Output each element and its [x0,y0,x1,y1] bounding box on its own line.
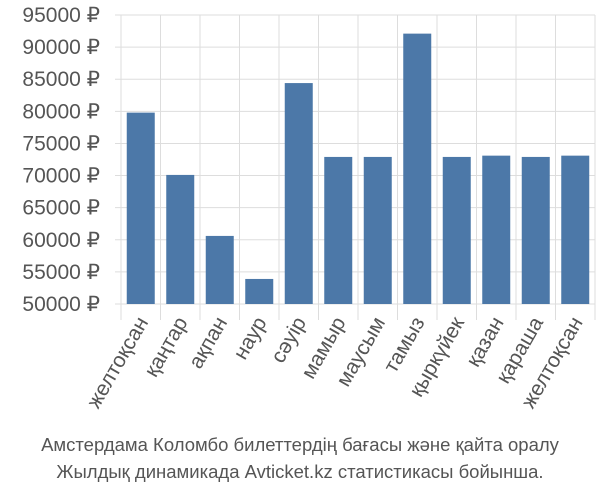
x-axis-ticks: желтоқсанқаңтарақпаннаурсәуірмамырмаусым… [83,312,588,412]
bar [403,33,432,304]
x-tick-label: наур [229,313,271,363]
y-axis-ticks: 50000 ₽ 55000 ₽ 60000 ₽ 65000 ₽ 70000 ₽ 75000… [22,4,100,316]
y-tick-label: 80000 ₽ [22,100,100,123]
bar [284,83,313,304]
y-tick-label: 90000 ₽ [22,36,100,59]
bar-chart: 50000 ₽ 55000 ₽ 60000 ₽ 65000 ₽ 70000 ₽ 75000… [22,4,596,412]
y-tick-label: 65000 ₽ [22,197,100,220]
bar [482,155,511,304]
bar [205,235,234,304]
bar [442,156,471,304]
x-tick-label: желтоқсан [83,313,154,412]
caption-line-1: Амстердама Коломбо билеттердің бағасы жә… [41,434,559,455]
bar [561,155,590,304]
bar [521,156,550,304]
y-tick-label: 85000 ₽ [22,68,100,91]
y-tick-label: 50000 ₽ [22,293,100,316]
y-tick-label: 70000 ₽ [22,165,100,188]
bar [324,156,353,304]
grid-lines [115,14,596,320]
bar [363,156,392,304]
caption-line-2: Жылдық динамикада Avticket.kz статистика… [56,461,544,482]
bar [126,112,155,305]
y-tick-label: 95000 ₽ [22,4,100,27]
bar [245,278,274,304]
y-tick-label: 75000 ₽ [22,132,100,155]
y-tick-label: 60000 ₽ [22,229,100,252]
bars [126,33,590,305]
x-tick-label: ақпан [184,313,232,373]
y-tick-label: 55000 ₽ [22,261,100,284]
bar [166,174,195,304]
